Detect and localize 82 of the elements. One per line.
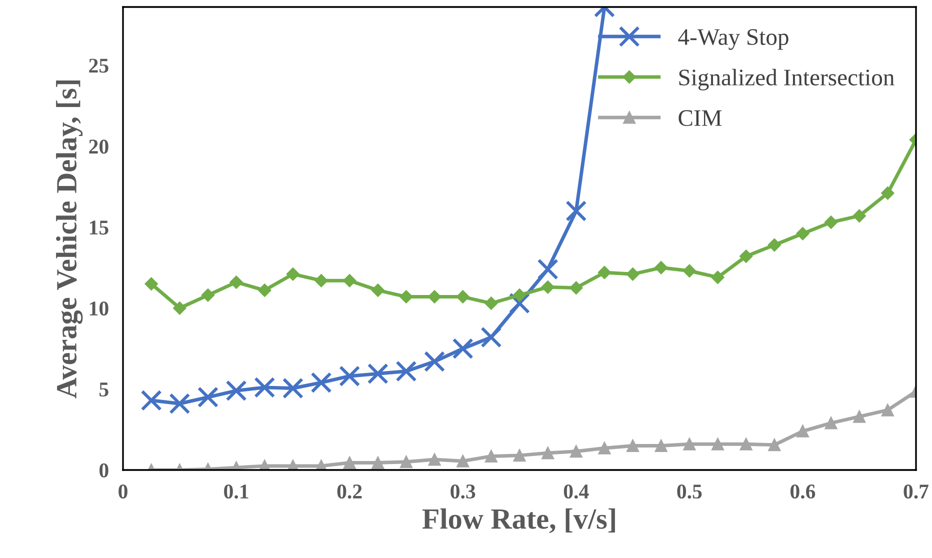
point bbox=[881, 186, 894, 200]
point bbox=[286, 268, 300, 281]
legend-label: Signalized Intersection bbox=[679, 68, 894, 90]
y-tick-label: 0 bbox=[99, 463, 108, 478]
x-tick-label: 0.7 bbox=[904, 484, 929, 499]
y-tick-label: 25 bbox=[89, 58, 108, 73]
x-tick-label: 0.4 bbox=[564, 484, 589, 499]
point bbox=[626, 268, 640, 281]
point bbox=[372, 456, 384, 469]
x-axis-title: Flow Rate, [v/s] bbox=[422, 508, 615, 534]
point bbox=[542, 446, 554, 460]
point bbox=[796, 424, 809, 438]
point bbox=[570, 445, 582, 458]
point bbox=[342, 274, 356, 288]
point bbox=[881, 404, 894, 416]
point bbox=[541, 280, 554, 294]
point bbox=[314, 274, 328, 288]
point bbox=[654, 439, 668, 452]
x-tick-label: 0.1 bbox=[224, 484, 248, 499]
point bbox=[452, 338, 474, 360]
point bbox=[484, 296, 498, 310]
point bbox=[598, 442, 611, 454]
point bbox=[626, 439, 640, 452]
y-tick-label: 15 bbox=[90, 220, 108, 235]
point bbox=[566, 200, 587, 222]
point bbox=[343, 456, 356, 469]
y-tick-label: 5 bbox=[100, 382, 108, 396]
point bbox=[570, 281, 583, 294]
point bbox=[712, 438, 724, 450]
point bbox=[197, 386, 219, 408]
point bbox=[768, 238, 781, 252]
point bbox=[683, 438, 696, 450]
point bbox=[428, 290, 442, 304]
point bbox=[456, 290, 470, 304]
point bbox=[201, 288, 215, 302]
y-tick-label: 20 bbox=[89, 140, 108, 154]
point bbox=[428, 453, 441, 466]
point bbox=[513, 449, 526, 462]
point bbox=[824, 216, 838, 229]
point bbox=[824, 416, 838, 430]
point bbox=[173, 302, 186, 315]
y-tick-label: 10 bbox=[90, 301, 108, 316]
point bbox=[853, 410, 866, 423]
point bbox=[339, 366, 360, 387]
point bbox=[537, 258, 558, 280]
legend-label: 4-Way Stop bbox=[678, 29, 788, 50]
point bbox=[254, 376, 276, 398]
point bbox=[480, 326, 502, 348]
point bbox=[796, 227, 810, 240]
point bbox=[371, 284, 384, 297]
point bbox=[711, 270, 724, 284]
x-tick-label: 0.2 bbox=[337, 484, 362, 499]
point bbox=[230, 276, 243, 289]
legend-label: CIM bbox=[678, 110, 722, 126]
point bbox=[367, 363, 388, 384]
point bbox=[424, 350, 446, 372]
point bbox=[682, 264, 696, 278]
point bbox=[282, 378, 304, 399]
point bbox=[484, 450, 498, 462]
point bbox=[512, 288, 526, 302]
x-tick-label: 0.5 bbox=[677, 484, 702, 499]
point bbox=[258, 284, 272, 297]
point bbox=[654, 261, 668, 274]
point bbox=[400, 290, 413, 304]
point bbox=[226, 380, 247, 402]
y-axis-title: Average Vehicle Delay, [s] bbox=[56, 80, 83, 398]
x-tick-label: 0.3 bbox=[450, 484, 476, 499]
point bbox=[310, 372, 332, 394]
point bbox=[598, 266, 612, 280]
x-tick-label: 0 bbox=[118, 484, 128, 499]
point bbox=[140, 390, 162, 411]
point bbox=[739, 250, 753, 263]
point bbox=[144, 277, 158, 290]
point bbox=[508, 292, 530, 314]
point bbox=[768, 438, 781, 452]
point bbox=[456, 454, 470, 468]
point bbox=[169, 393, 190, 414]
point bbox=[400, 456, 412, 468]
x-tick-label: 0.6 bbox=[790, 484, 816, 499]
point bbox=[740, 438, 752, 450]
point bbox=[852, 209, 866, 222]
point bbox=[396, 360, 417, 382]
